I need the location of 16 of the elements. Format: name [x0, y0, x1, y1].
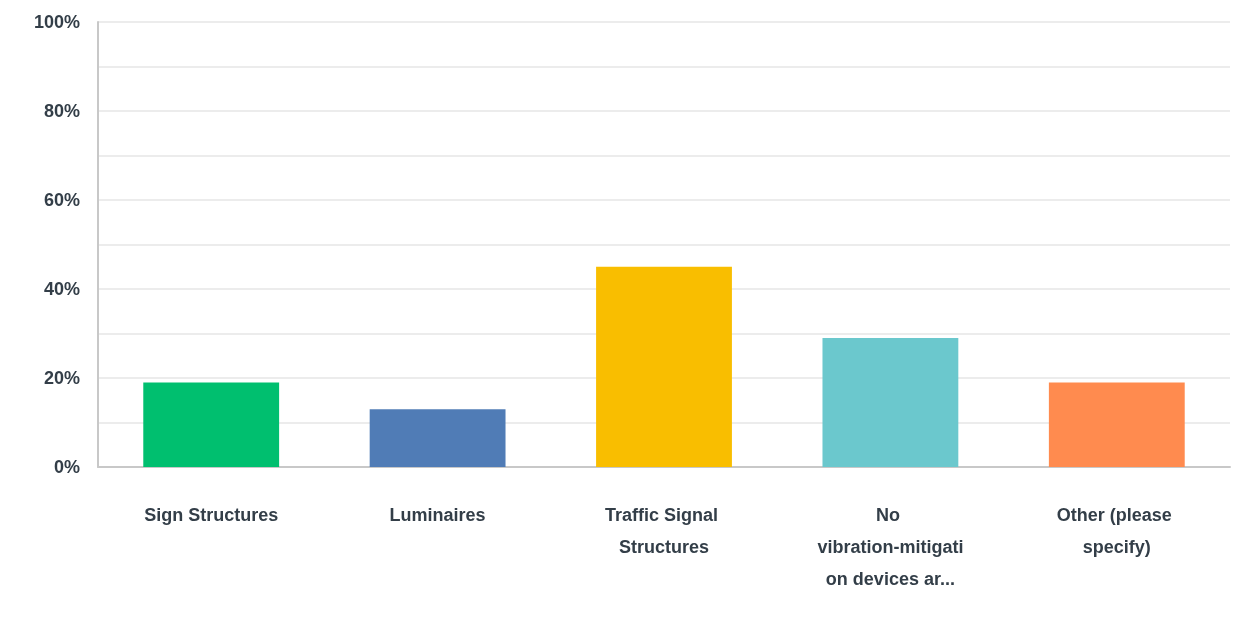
- y-tick-label: 0%: [53, 457, 80, 477]
- x-tick-label: Other (please specify): [1056, 505, 1177, 557]
- x-tick-label: Traffic Signal Structures: [604, 505, 724, 557]
- y-tick-label: 100%: [33, 12, 80, 32]
- bar: [1048, 382, 1185, 467]
- x-tick-label: Luminaires: [389, 505, 486, 525]
- y-tick-label: 80%: [43, 101, 80, 121]
- x-tick-label: No vibration-mitigation devices ar...: [817, 505, 964, 589]
- bar: [143, 382, 280, 467]
- bar: [822, 337, 959, 467]
- y-tick-label: 60%: [43, 190, 80, 210]
- x-tick-label: Sign Structures: [144, 505, 279, 525]
- bar: [369, 409, 506, 467]
- bar: [596, 266, 732, 467]
- y-tick-label: 40%: [43, 279, 80, 299]
- y-tick-label: 20%: [43, 368, 80, 388]
